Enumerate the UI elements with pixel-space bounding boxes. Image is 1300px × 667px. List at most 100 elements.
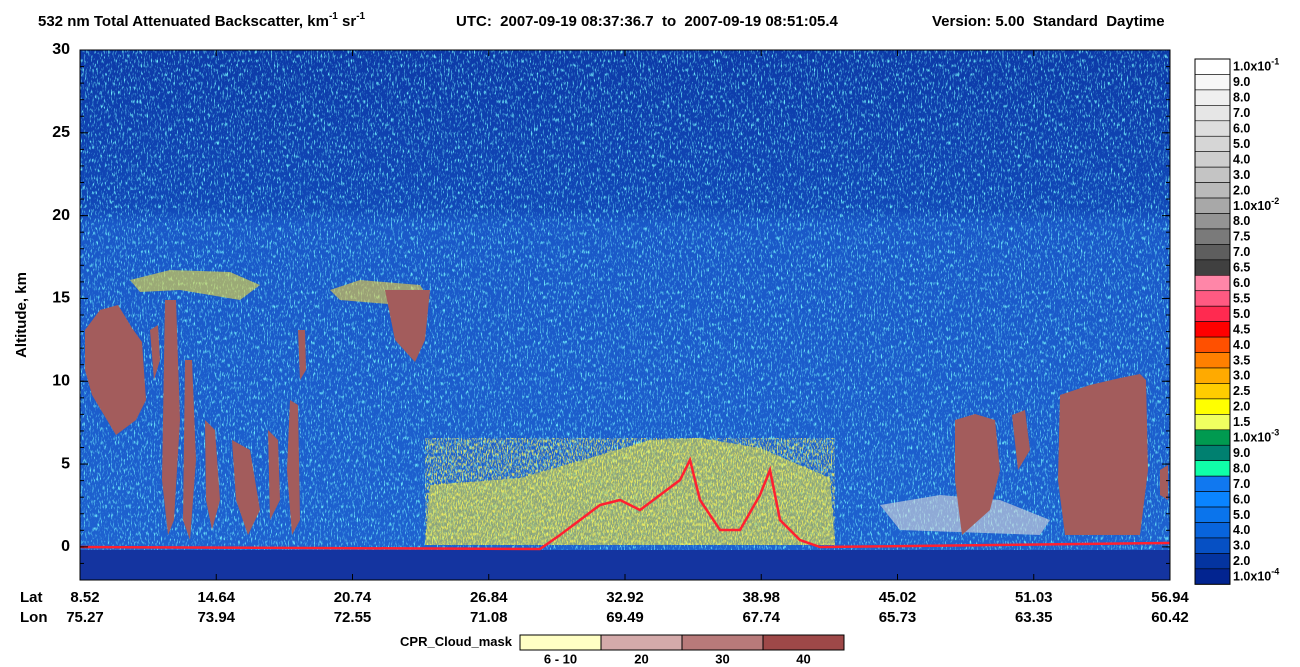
colorbar-label-text: 6.0 [1233,493,1250,507]
x-tick-label: 60.42 [1151,609,1189,626]
colorbar-segment [1194,383,1231,400]
x-tick-label: 38.98 [742,589,780,606]
cloud-mask-swatch [600,634,683,651]
x-row-name: Lon [20,609,48,626]
colorbar-label-text: 2.5 [1233,384,1250,398]
colorbar-segment [1194,228,1231,245]
colorbar-label-text: 3.0 [1233,168,1250,182]
colorbar-segment [1194,506,1231,523]
colorbar-label: 4.0 [1233,524,1250,538]
colorbar-label: 1.0x10-3 [1233,428,1279,445]
y-axis-label: Altitude, km [13,272,30,358]
x-tick-label: 45.02 [879,589,917,606]
x-tick-label: 51.03 [1015,589,1053,606]
colorbar-segment [1194,321,1231,338]
colorbar-segment [1194,135,1231,152]
x-row-name: Lat [20,589,43,606]
colorbar-label: 3.5 [1233,354,1250,368]
version-label: Version: 5.00 Standard Daytime [932,13,1165,30]
colorbar-segment [1194,213,1231,230]
colorbar-label: 3.0 [1233,168,1250,182]
colorbar-segment [1194,568,1231,585]
utc-range: UTC: 2007-09-19 08:37:36.7 to 2007-09-19… [456,13,839,30]
colorbar-label-text: 2.0 [1233,400,1250,414]
colorbar-label: 1.0x10-4 [1233,567,1279,584]
colorbar-label: 2.0 [1233,554,1250,568]
colorbar-label: 2.0 [1233,400,1250,414]
colorbar-label-text: 6.0 [1233,122,1250,136]
y-tick-label: 20 [52,207,70,224]
colorbar-label: 5.0 [1233,137,1250,151]
colorbar-label-text: 4.0 [1233,153,1250,167]
colorbar-label: 5.5 [1233,292,1250,306]
y-tick-label: 25 [52,124,70,141]
colorbar-label-text: 8.0 [1233,462,1250,476]
title-superscript: -1 [356,11,365,22]
colorbar-label-text: 1.0x10 [1233,199,1271,213]
y-tick-label: 30 [52,41,70,58]
x-tick-label: 26.84 [470,589,508,606]
y-tick-label: 15 [52,290,70,307]
cloud-mask-swatch [519,634,602,651]
colorbar-label-exponent: -4 [1271,567,1279,577]
colorbar-label: 9.0 [1233,75,1250,89]
colorbar-label-text: 5.5 [1233,292,1250,306]
title-superscript: -1 [329,11,338,22]
title-text: sr [338,13,357,30]
y-tick-label: 5 [61,455,70,472]
colorbar-label: 6.5 [1233,261,1250,275]
colorbar-label-text: 5.0 [1233,307,1250,321]
colorbar-segment [1194,182,1231,199]
colorbar-label: 5.0 [1233,307,1250,321]
colorbar-label-text: 9.0 [1233,75,1250,89]
colorbar-segment [1194,460,1231,477]
colorbar-segment [1194,74,1231,91]
colorbar-label-text: 6.0 [1233,276,1250,290]
colorbar-segment [1194,151,1231,168]
colorbar-segment [1194,444,1231,461]
colorbar-label-text: 2.0 [1233,554,1250,568]
colorbar-label: 3.0 [1233,539,1250,553]
colorbar-segment [1194,414,1231,431]
colorbar-label-text: 7.0 [1233,245,1250,259]
colorbar-label: 7.0 [1233,477,1250,491]
x-tick-label: 63.35 [1015,609,1053,626]
colorbar-label: 8.0 [1233,462,1250,476]
x-tick-label: 20.74 [334,589,372,606]
x-tick-label: 14.64 [197,589,235,606]
colorbar-label-exponent: -1 [1271,57,1279,67]
cloud-mask-label: 40 [796,651,810,666]
colorbar-segment [1194,398,1231,415]
colorbar-label: 6.0 [1233,493,1250,507]
colorbar-segment [1194,429,1231,446]
colorbar-label-text: 7.0 [1233,477,1250,491]
colorbar-label-text: 4.5 [1233,323,1250,337]
colorbar-label-text: 1.0x10 [1233,431,1271,445]
colorbar-label-text: 6.5 [1233,261,1250,275]
cloud-mask-label: 6 - 10 [544,651,577,666]
colorbar-label: 6.0 [1233,122,1250,136]
colorbar-label-text: 5.0 [1233,137,1250,151]
colorbar-label: 2.0 [1233,184,1250,198]
curtain-image [80,50,1170,580]
colorbar-segment [1194,58,1231,75]
x-tick-label: 75.27 [66,609,104,626]
colorbar-label: 4.0 [1233,338,1250,352]
x-tick-label: 72.55 [334,609,372,626]
colorbar-label-text: 8.0 [1233,91,1250,105]
x-tick-label: 65.73 [879,609,917,626]
y-tick-label: 0 [61,538,70,555]
colorbar-segment [1194,522,1231,539]
colorbar-segment [1194,475,1231,492]
colorbar-label: 6.0 [1233,276,1250,290]
x-tick-label: 71.08 [470,609,508,626]
colorbar-label: 4.5 [1233,323,1250,337]
colorbar-label: 2.5 [1233,384,1250,398]
colorbar-label-text: 1.0x10 [1233,60,1271,74]
colorbar-segment [1194,336,1231,353]
colorbar-label-text: 7.5 [1233,230,1250,244]
colorbar-segment [1194,105,1231,122]
colorbar-label: 8.0 [1233,91,1250,105]
colorbar-label-text: 4.0 [1233,524,1250,538]
colorbar-segment [1194,89,1231,106]
